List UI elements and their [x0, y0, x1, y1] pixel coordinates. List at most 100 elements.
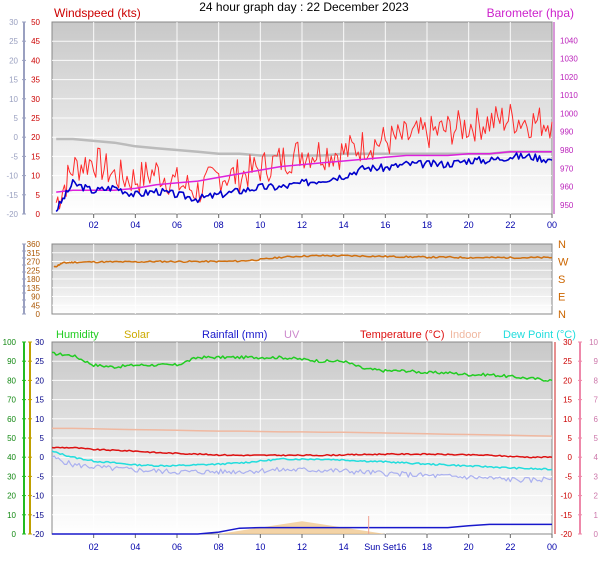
uv-tick-label: 6 [594, 415, 599, 424]
humidity-line [51, 351, 553, 382]
y-outer-tick-label: 20 [9, 56, 18, 65]
temp-tick-label: 30 [563, 338, 572, 347]
barometer-tick-label: 980 [560, 146, 574, 155]
humidity-tick-label: 0 [12, 530, 17, 539]
x-tick-label: 04 [130, 542, 140, 552]
barometer-tick-label: 1000 [560, 109, 578, 118]
humidity-tick-label: 80 [7, 376, 16, 385]
y-outer-tick-label: -15 [6, 191, 18, 200]
humidity-tick-label: 50 [7, 434, 16, 443]
compass-label: N [558, 309, 566, 321]
left-temp-tick-label: 10 [35, 415, 44, 424]
x-tick-label: 22 [505, 220, 515, 230]
legend-dewpoint: Dew Point (°C) [503, 329, 576, 341]
y-outer-tick-label: -20 [6, 210, 18, 219]
y-tick-label: 10 [31, 172, 40, 181]
direction-tick-label: 45 [31, 301, 40, 310]
x-tick-label: 18 [422, 220, 432, 230]
barometer-tick-label: 950 [560, 201, 574, 210]
x-tick-label: 10 [255, 220, 265, 230]
y-tick-label: 45 [31, 37, 40, 46]
rainfall-line [52, 523, 552, 535]
humidity-tick-label: 30 [7, 472, 16, 481]
legend-solar: Solar [124, 329, 150, 341]
y-tick-label: 30 [31, 95, 40, 104]
y-outer-tick-label: 0 [14, 133, 19, 142]
x-tick-label: 16 [380, 220, 390, 230]
x-tick-label: 20 [464, 542, 474, 552]
barometer-axis-title: Barometer (hpa) [487, 6, 574, 20]
x-tick-label: 22 [505, 542, 515, 552]
x-tick-label: 20 [464, 220, 474, 230]
humidity-tick-label: 70 [7, 396, 16, 405]
x-tick-label: 18 [422, 542, 432, 552]
uv-tick-label: 4 [594, 453, 599, 462]
x-tick-label: 00 [547, 542, 557, 552]
direction-tick-label: 0 [36, 310, 41, 319]
wind-gust-line [55, 103, 553, 210]
extra-temp-line [51, 455, 553, 483]
left-temp-tick-label: -5 [37, 472, 45, 481]
direction-tick-label: 180 [27, 275, 41, 284]
y-tick-label: 5 [36, 191, 41, 200]
legend-uv: UV [284, 329, 300, 341]
uv-tick-label: 0 [594, 530, 599, 539]
uv-tick-label: 7 [594, 396, 599, 405]
barometer-tick-label: 1040 [560, 36, 578, 45]
wind-direction-line [53, 254, 553, 268]
dewpoint-line [51, 450, 553, 471]
barometer-line [56, 151, 552, 193]
compass-label: E [558, 292, 565, 304]
y-tick-label: 40 [31, 56, 40, 65]
y-outer-tick-label: -10 [6, 172, 18, 181]
x-tick-label: 08 [214, 220, 224, 230]
uv-tick-label: 1 [594, 511, 599, 520]
humidity-tick-label: 10 [7, 511, 16, 520]
wind-axis-title: Windspeed (kts) [54, 6, 141, 20]
left-temp-tick-label: -10 [32, 492, 44, 501]
uv-tick-label: 3 [594, 472, 599, 481]
barometer-tick-label: 970 [560, 164, 574, 173]
uv-tick-label: 9 [594, 357, 599, 366]
y-outer-tick-label: 15 [9, 76, 18, 85]
left-temp-tick-label: -15 [32, 511, 44, 520]
direction-tick-label: 315 [27, 249, 41, 258]
x-tick-label: 12 [297, 542, 307, 552]
uv-tick-label: 8 [594, 376, 599, 385]
y-outer-tick-label: -5 [11, 152, 19, 161]
uv-tick-label: 10 [589, 338, 598, 347]
uv-tick-label: 2 [594, 492, 599, 501]
temp-tick-label: -5 [565, 472, 573, 481]
x-tick-label: Sun Set16 [364, 542, 406, 552]
temp-tick-label: 25 [563, 357, 572, 366]
x-tick-label: 06 [172, 542, 182, 552]
humidity-tick-label: 60 [7, 415, 16, 424]
temp-tick-label: 5 [568, 434, 573, 443]
y-outer-tick-label: 30 [9, 18, 18, 27]
left-temp-tick-label: -20 [32, 530, 44, 539]
x-tick-label: 06 [172, 220, 182, 230]
x-tick-label: 04 [130, 220, 140, 230]
y-outer-tick-label: 25 [9, 37, 18, 46]
left-temp-tick-label: 0 [40, 453, 45, 462]
x-tick-label: 02 [89, 542, 99, 552]
y-tick-label: 0 [36, 210, 41, 219]
x-tick-label: 00 [547, 220, 557, 230]
temp-tick-label: 10 [563, 415, 572, 424]
direction-tick-label: 225 [27, 266, 41, 275]
legend-humidity: Humidity [56, 329, 99, 341]
humidity-tick-label: 100 [3, 338, 17, 347]
temp-tick-label: -20 [560, 530, 572, 539]
left-temp-tick-label: 25 [35, 357, 44, 366]
left-temp-tick-label: 20 [35, 376, 44, 385]
left-temp-tick-label: 15 [35, 396, 44, 405]
indoor-line [52, 427, 553, 437]
x-tick-label: 12 [297, 220, 307, 230]
y-tick-label: 20 [31, 133, 40, 142]
x-tick-label: 02 [89, 220, 99, 230]
legend-indoor: Indoor [450, 329, 482, 341]
wind-average-line [55, 152, 553, 213]
direction-tick-label: 360 [27, 240, 41, 249]
compass-label: S [558, 274, 565, 286]
temp-tick-label: -10 [560, 492, 572, 501]
